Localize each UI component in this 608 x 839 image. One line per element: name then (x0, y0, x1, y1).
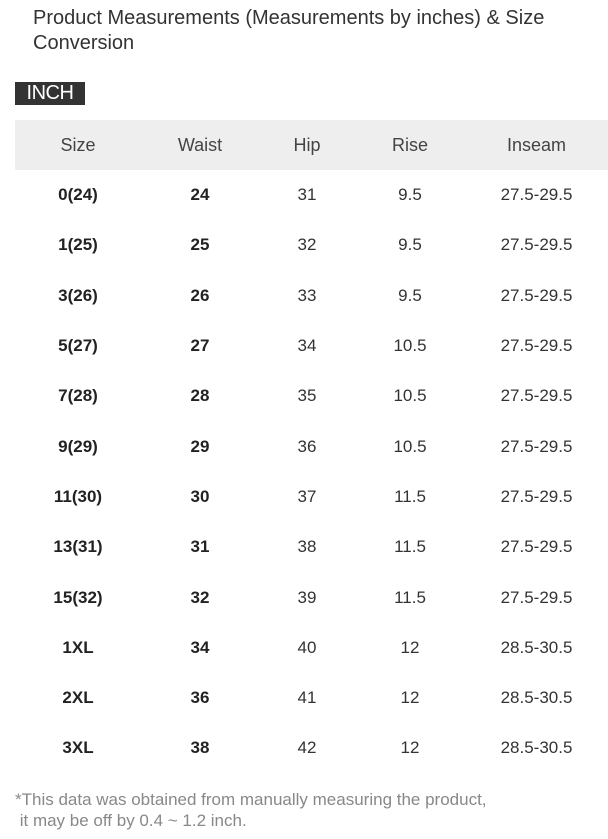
size-table: Size Waist Hip Rise Inseam 0(24) 24 31 9.5 2… (15, 120, 608, 774)
cell-rise: 9.5 (398, 235, 422, 255)
cell-inseam: 27.5-29.5 (500, 587, 573, 607)
cell-waist: 26 (190, 285, 210, 305)
cell-rise: 10.5 (393, 336, 427, 356)
cell-rise: 9.5 (398, 185, 422, 205)
cell-inseam: 28.5-30.5 (500, 688, 573, 708)
cell-inseam: 27.5-29.5 (500, 486, 573, 506)
cell-inseam: 27.5-29.5 (500, 285, 573, 305)
cell-hip: 38 (297, 537, 317, 557)
cell-size: 7(28) (58, 386, 98, 406)
cell-size: 3XL (62, 738, 94, 758)
table-row: 13(31) 31 38 11.5 27.5-29.5 (15, 522, 608, 572)
cell-inseam: 27.5-29.5 (500, 537, 573, 557)
cell-hip: 40 (297, 637, 317, 657)
measurement-note: *This data was obtained from manually me… (15, 789, 487, 831)
cell-hip: 34 (297, 336, 317, 356)
cell-waist: 30 (190, 486, 210, 506)
cell-size: 2XL (62, 688, 94, 708)
cell-rise: 12 (400, 738, 420, 758)
cell-hip: 33 (297, 285, 317, 305)
cell-hip: 42 (297, 738, 317, 758)
cell-inseam: 27.5-29.5 (500, 235, 573, 255)
table-row: 0(24) 24 31 9.5 27.5-29.5 (15, 170, 608, 220)
unit-badge: INCH (15, 82, 85, 105)
cell-waist: 25 (190, 235, 210, 255)
note-line-2: it may be off by 0.4 ~ 1.2 inch. (15, 811, 247, 830)
cell-hip: 31 (297, 185, 317, 205)
cell-size: 11(30) (53, 486, 103, 506)
cell-size: 1XL (62, 637, 94, 657)
header-size: Size (60, 134, 96, 155)
cell-waist: 28 (190, 386, 210, 406)
cell-waist: 29 (190, 436, 210, 456)
cell-hip: 32 (297, 235, 317, 255)
cell-waist: 34 (190, 637, 210, 657)
cell-inseam: 27.5-29.5 (500, 185, 573, 205)
cell-hip: 37 (297, 486, 317, 506)
cell-hip: 35 (297, 386, 317, 406)
table-row: 15(32) 32 39 11.5 27.5-29.5 (15, 572, 608, 622)
table-row: 3(26) 26 33 9.5 27.5-29.5 (15, 271, 608, 321)
cell-rise: 10.5 (393, 436, 427, 456)
table-row: 1(25) 25 32 9.5 27.5-29.5 (15, 220, 608, 270)
cell-waist: 27 (190, 336, 210, 356)
cell-hip: 36 (297, 436, 317, 456)
cell-waist: 32 (190, 587, 210, 607)
page-title: Product Measurements (Measurements by in… (33, 7, 545, 54)
cell-waist: 38 (190, 738, 210, 758)
cell-inseam: 28.5-30.5 (500, 738, 573, 758)
table-row: 1XL 34 40 12 28.5-30.5 (15, 623, 608, 673)
table-header-row: Size Waist Hip Rise Inseam (15, 120, 608, 170)
cell-waist: 24 (190, 185, 210, 205)
cell-size: 9(29) (58, 436, 98, 456)
header-hip: Hip (293, 134, 321, 155)
cell-rise: 12 (400, 688, 420, 708)
cell-rise: 11.5 (394, 587, 426, 607)
cell-inseam: 28.5-30.5 (500, 637, 573, 657)
table-row: 11(30) 30 37 11.5 27.5-29.5 (15, 472, 608, 522)
table-row: 7(28) 28 35 10.5 27.5-29.5 (15, 371, 608, 421)
table-row: 9(29) 29 36 10.5 27.5-29.5 (15, 421, 608, 471)
cell-rise: 10.5 (393, 386, 427, 406)
cell-waist: 31 (190, 537, 210, 557)
cell-size: 15(32) (53, 587, 103, 607)
cell-size: 1(25) (58, 235, 98, 255)
cell-rise: 11.5 (394, 537, 426, 557)
cell-inseam: 27.5-29.5 (500, 336, 573, 356)
cell-size: 13(31) (53, 537, 103, 557)
cell-inseam: 27.5-29.5 (500, 436, 573, 456)
cell-waist: 36 (190, 688, 210, 708)
cell-hip: 41 (297, 688, 317, 708)
cell-rise: 9.5 (398, 285, 422, 305)
header-waist: Waist (177, 134, 223, 155)
cell-size: 0(24) (58, 185, 98, 205)
header-rise: Rise (391, 134, 428, 155)
note-line-1: *This data was obtained from manually me… (15, 790, 487, 809)
table-row: 3XL 38 42 12 28.5-30.5 (15, 723, 608, 773)
cell-rise: 11.5 (394, 486, 426, 506)
cell-size: 3(26) (58, 285, 98, 305)
table-row: 2XL 36 41 12 28.5-30.5 (15, 673, 608, 723)
cell-inseam: 27.5-29.5 (500, 386, 573, 406)
cell-rise: 12 (400, 637, 420, 657)
header-inseam: Inseam (506, 134, 567, 155)
cell-hip: 39 (297, 587, 317, 607)
table-row: 5(27) 27 34 10.5 27.5-29.5 (15, 321, 608, 371)
cell-size: 5(27) (58, 336, 98, 356)
